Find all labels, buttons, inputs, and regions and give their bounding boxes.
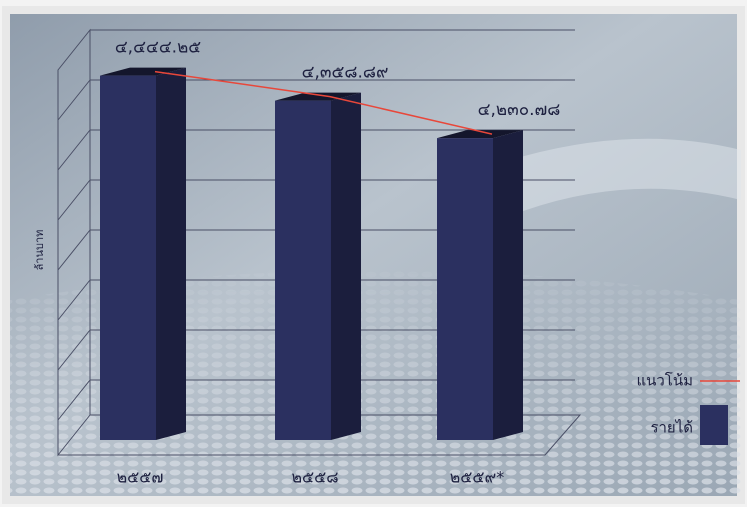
value-label: ๔,๓๕๘.๘๙ bbox=[302, 63, 389, 83]
swoosh bbox=[480, 138, 741, 220]
bar-top bbox=[275, 92, 361, 101]
legend-swatch bbox=[700, 405, 728, 445]
bar bbox=[275, 100, 331, 441]
value-label: ๔,๔๔๔.๒๕ bbox=[115, 38, 201, 58]
bar-top bbox=[437, 130, 523, 139]
bar bbox=[100, 75, 156, 441]
legend-label: รายได้ bbox=[650, 419, 693, 437]
bar-side bbox=[493, 130, 523, 440]
trend-line bbox=[154, 70, 493, 135]
x-tick-label: ๒๕๕๙* bbox=[450, 468, 504, 487]
x-tick-label: ๒๕๕๘ bbox=[291, 468, 338, 487]
legend-label: แนวโน้ม bbox=[636, 372, 693, 390]
bar-side bbox=[331, 92, 361, 441]
y-axis-label: ล้านบาท bbox=[33, 230, 46, 271]
value-label: ๔,๒๓๐.๗๘ bbox=[478, 100, 561, 120]
bar-top bbox=[100, 67, 186, 76]
bar bbox=[437, 138, 493, 440]
bar-side bbox=[156, 67, 186, 441]
x-tick-label: ๒๕๕๗ bbox=[117, 468, 164, 487]
